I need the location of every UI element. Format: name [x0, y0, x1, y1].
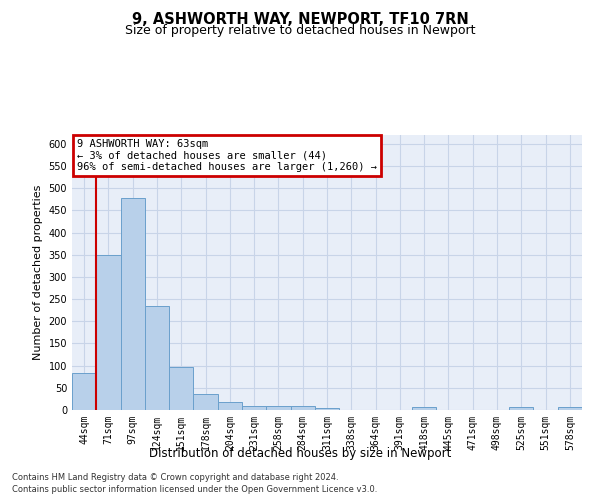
- Y-axis label: Number of detached properties: Number of detached properties: [33, 185, 43, 360]
- Bar: [96, 255, 121, 410]
- Bar: [169, 368, 193, 410]
- Text: Contains HM Land Registry data © Crown copyright and database right 2024.: Contains HM Land Registry data © Crown c…: [12, 472, 338, 482]
- Bar: [290, 406, 315, 410]
- Bar: [315, 408, 339, 410]
- Bar: [509, 408, 533, 410]
- Text: 9, ASHWORTH WAY, NEWPORT, TF10 7RN: 9, ASHWORTH WAY, NEWPORT, TF10 7RN: [131, 12, 469, 28]
- Bar: [558, 408, 582, 410]
- Text: Contains public sector information licensed under the Open Government Licence v3: Contains public sector information licen…: [12, 485, 377, 494]
- Text: Distribution of detached houses by size in Newport: Distribution of detached houses by size …: [149, 448, 451, 460]
- Bar: [193, 394, 218, 410]
- Bar: [218, 402, 242, 410]
- Bar: [266, 406, 290, 410]
- Bar: [412, 408, 436, 410]
- Bar: [72, 372, 96, 410]
- Bar: [145, 306, 169, 410]
- Text: 9 ASHWORTH WAY: 63sqm
← 3% of detached houses are smaller (44)
96% of semi-detac: 9 ASHWORTH WAY: 63sqm ← 3% of detached h…: [77, 139, 377, 172]
- Bar: [242, 406, 266, 410]
- Text: Size of property relative to detached houses in Newport: Size of property relative to detached ho…: [125, 24, 475, 37]
- Bar: [121, 198, 145, 410]
